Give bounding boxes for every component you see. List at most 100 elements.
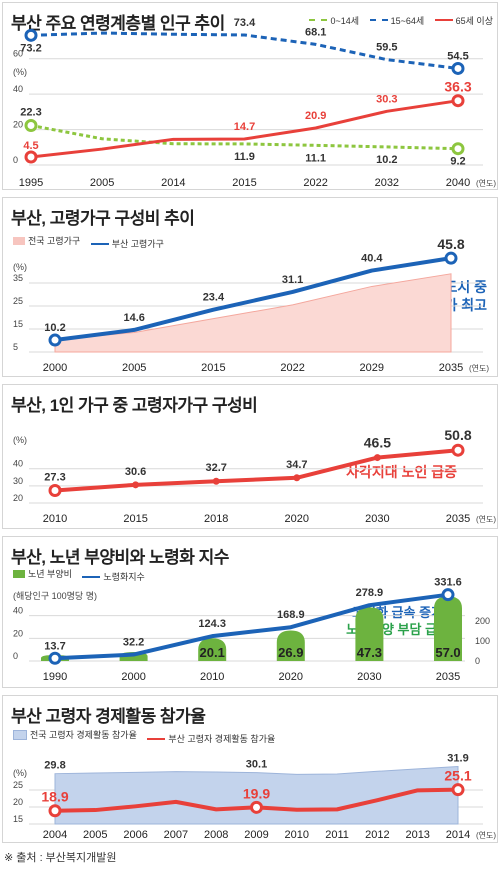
- legend-entry: 전국 고령가구: [28, 236, 81, 246]
- y-unit-label: (%): [13, 67, 27, 77]
- y-tick-label: 20: [13, 628, 23, 638]
- chart-panel-economic-participation: 부산 고령자 경제활동 참가율 전국 고령자 경제활동 참가율 부산 고령자 경…: [2, 695, 498, 843]
- annotation-note: 사각지대 노인 급증: [346, 463, 457, 481]
- x-tick-label: 2010: [43, 513, 67, 525]
- chart-title: 부산, 1인 가구 중 고령자가구 구성비: [11, 396, 258, 415]
- legend-entry: 15~64세: [390, 15, 425, 26]
- bar: [434, 596, 462, 661]
- chart-plot: 15 20 25 2004 2005 2006 2007 2008 2009 2010 2011 20…: [13, 753, 496, 841]
- chart-plot: 0 20 40 0 100 200 1990 2000 2010 2020 2030 2035 20.1…: [13, 577, 490, 683]
- chart-panel-dependency-aging: 부산, 노년 부양비와 노령화 지수 노년 부양비 노령화지수 (해당인구 10…: [2, 536, 498, 688]
- bar: [276, 630, 305, 661]
- x-tick-label: 2010: [200, 671, 224, 683]
- chart-legend: 전국 고령가구 부산 고령가구: [13, 234, 172, 250]
- data-label: 46.5: [364, 435, 391, 451]
- legend-entry: 65세 이상: [455, 15, 493, 26]
- chart-plot: 5 15 25 35 2000 2005 2015 2022 2029 2035 (연도) 10.2 1…: [13, 236, 489, 374]
- series-marker: [212, 477, 220, 485]
- chart-title: 부산 주요 연령계층별 인구 추이: [11, 14, 225, 33]
- data-label: 59.5: [376, 42, 397, 54]
- legend-entry: 부산 고령자 경제활동 참가율: [168, 734, 276, 744]
- x-tick-label: 2035: [446, 513, 470, 525]
- x-tick-label: 2009: [244, 829, 268, 841]
- y-unit-label: (해당인구 100명당 명): [13, 591, 97, 601]
- data-label: 73.2: [20, 42, 41, 54]
- data-label: 278.9: [356, 587, 384, 599]
- y-tick-label-right: 100: [475, 636, 490, 646]
- chart-legend: 노년 부양비 노령화지수: [13, 567, 153, 583]
- x-tick-label: 2005: [90, 177, 114, 189]
- legend-entry: 전국 고령자 경제활동 참가율: [30, 730, 137, 740]
- y-tick-label: 25: [13, 296, 23, 306]
- data-label: 45.8: [437, 236, 464, 252]
- data-label: 73.4: [234, 17, 256, 29]
- series-line: [54, 592, 449, 661]
- bar: [198, 638, 227, 661]
- chart-panel-single-elderly: 부산, 1인 가구 중 고령자가구 구성비 (%) 사각지대 노인 급증 20 3…: [2, 384, 498, 529]
- data-label: 18.9: [41, 789, 68, 805]
- chart-title: 부산 고령자 경제활동 참가율: [11, 707, 206, 726]
- y-tick-label: 5: [13, 342, 18, 352]
- y-tick-label: 20: [13, 493, 23, 503]
- x-tick-label: 2000: [43, 362, 67, 374]
- series-marker: [250, 800, 263, 814]
- y-tick-label: 0: [13, 651, 18, 661]
- bar: [355, 607, 384, 661]
- series-line: [30, 31, 459, 70]
- series-marker: [293, 474, 301, 482]
- x-tick-label: 2018: [204, 513, 228, 525]
- y-tick-label: 15: [13, 814, 23, 824]
- x-tick-label: 2004: [43, 829, 67, 841]
- data-label: 13.7: [44, 640, 65, 652]
- chart-panel-elderly-households: 부산, 고령가구 구성비 추이 전국 고령가구 부산 고령가구 (%) 7대도시…: [2, 197, 498, 377]
- x-tick-label: 2032: [375, 177, 399, 189]
- data-label: 32.7: [205, 462, 226, 474]
- x-tick-label: 1995: [19, 177, 43, 189]
- x-tick-label: 2007: [164, 829, 188, 841]
- x-tick-label: 2029: [360, 362, 384, 374]
- chart-legend: 전국 고령자 경제활동 참가율 부산 고령자 경제활동 참가율: [13, 728, 283, 745]
- data-label: 10.2: [44, 322, 65, 334]
- x-tick-label: 2015: [123, 513, 147, 525]
- x-axis-unit: (연도): [476, 515, 496, 524]
- data-label: 50.8: [444, 427, 471, 443]
- series-marker: [451, 94, 465, 108]
- x-tick-label: 2005: [83, 829, 107, 841]
- x-tick-label: 2012: [365, 829, 389, 841]
- data-label: 31.1: [282, 274, 303, 286]
- series-marker: [48, 333, 62, 347]
- legend-entry: 부산 고령가구: [111, 239, 164, 249]
- y-tick-label: 25: [13, 780, 23, 790]
- data-label: 11.9: [234, 151, 255, 163]
- x-axis-unit: (연도): [476, 831, 496, 840]
- bar-label: 47.3: [357, 645, 382, 660]
- y-tick-label: 0: [13, 155, 18, 165]
- y-unit-label: (%): [13, 768, 27, 778]
- series-area: [54, 766, 459, 825]
- legend-entry: 노령화지수: [103, 572, 145, 582]
- data-label: 36.3: [444, 79, 471, 95]
- x-tick-label: 2005: [122, 362, 146, 374]
- data-label: 10.2: [376, 154, 397, 166]
- y-tick-label: 40: [13, 84, 23, 94]
- y-tick-label: 35: [13, 273, 23, 283]
- series-line: [30, 99, 459, 159]
- series-marker: [24, 28, 38, 42]
- data-label: 40.4: [361, 253, 383, 265]
- series-line: [30, 124, 459, 151]
- data-label: 68.1: [305, 26, 326, 38]
- y-tick-label: 15: [13, 319, 23, 329]
- chart-legend: 0~14세 15~64세 65세 이상: [309, 13, 493, 27]
- data-label: 22.3: [20, 106, 41, 118]
- x-axis-unit: (연도): [476, 179, 496, 188]
- data-label: 25.1: [444, 768, 471, 784]
- data-label: 124.3: [198, 618, 226, 630]
- x-tick-label: 2000: [121, 671, 145, 683]
- data-label: 32.2: [123, 637, 144, 649]
- y-tick-label-right: 200: [475, 616, 490, 626]
- data-label: 34.7: [286, 459, 307, 471]
- data-label: 30.3: [376, 93, 397, 105]
- series-marker: [373, 454, 381, 462]
